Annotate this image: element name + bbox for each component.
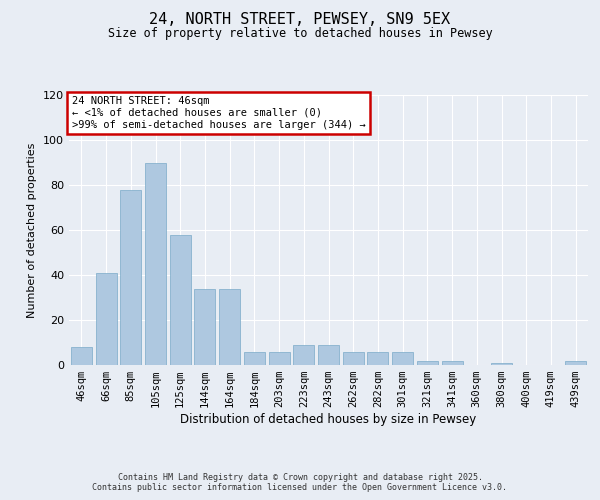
Bar [442,360,463,365]
Bar [194,288,215,365]
Bar [71,347,92,365]
Bar [170,234,191,365]
Bar [343,352,364,365]
Bar [120,190,141,365]
Text: Contains HM Land Registry data © Crown copyright and database right 2025.
Contai: Contains HM Land Registry data © Crown c… [92,473,508,492]
Bar [417,360,438,365]
Bar [491,363,512,365]
Bar [293,345,314,365]
Bar [145,162,166,365]
Bar [367,352,388,365]
Bar [219,288,240,365]
Text: Size of property relative to detached houses in Pewsey: Size of property relative to detached ho… [107,28,493,40]
Bar [392,352,413,365]
Bar [565,360,586,365]
Y-axis label: Number of detached properties: Number of detached properties [28,142,37,318]
X-axis label: Distribution of detached houses by size in Pewsey: Distribution of detached houses by size … [181,413,476,426]
Text: 24 NORTH STREET: 46sqm
← <1% of detached houses are smaller (0)
>99% of semi-det: 24 NORTH STREET: 46sqm ← <1% of detached… [71,96,365,130]
Text: 24, NORTH STREET, PEWSEY, SN9 5EX: 24, NORTH STREET, PEWSEY, SN9 5EX [149,12,451,28]
Bar [269,352,290,365]
Bar [244,352,265,365]
Bar [318,345,339,365]
Bar [95,273,116,365]
